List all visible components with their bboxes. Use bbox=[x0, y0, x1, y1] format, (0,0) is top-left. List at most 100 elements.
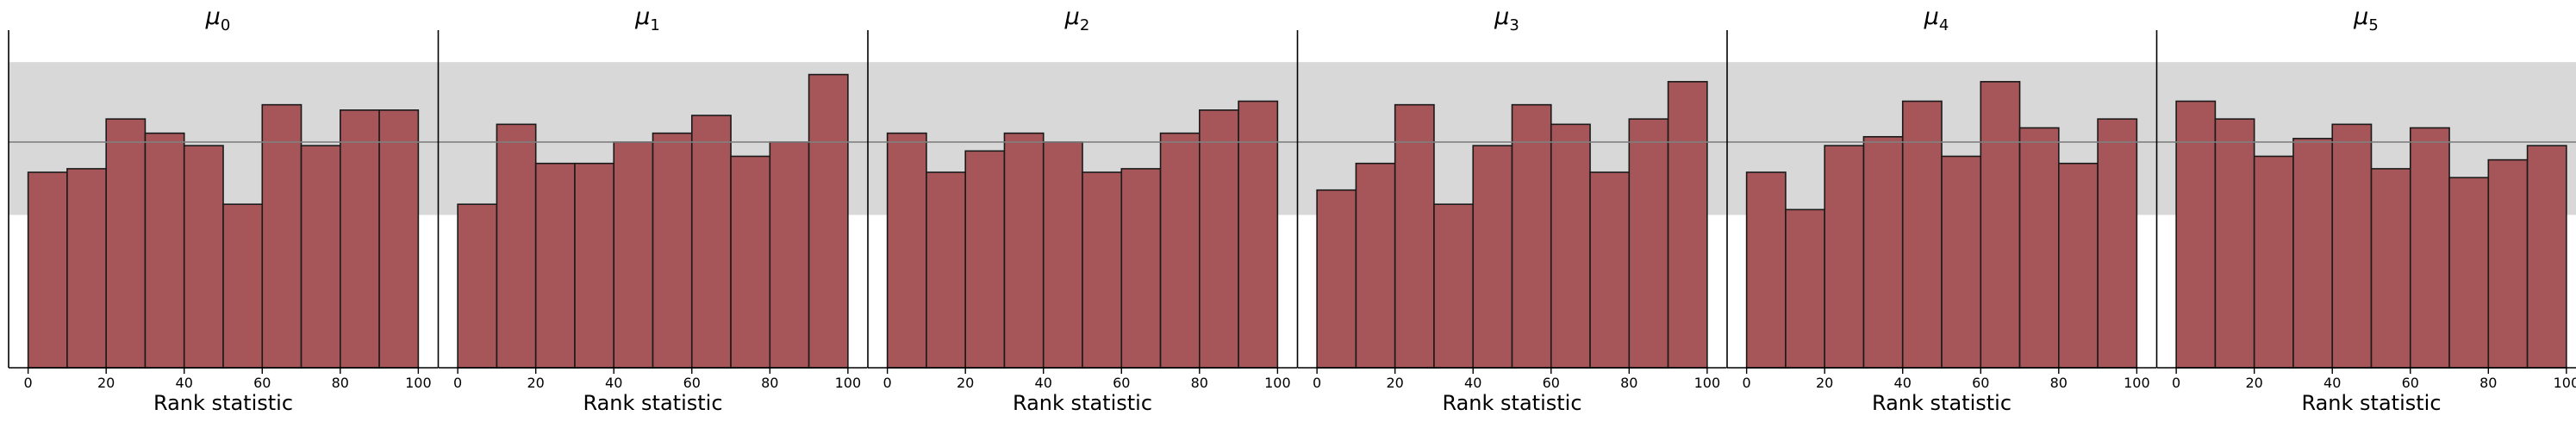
histogram-bar bbox=[1901, 100, 1943, 369]
histogram-bar bbox=[1550, 123, 1591, 369]
chart-title-subscript: 4 bbox=[1939, 16, 1949, 34]
x-axis-label: Rank statistic bbox=[1872, 391, 2012, 415]
x-tick-label: 20 bbox=[1816, 375, 1833, 391]
histogram-bar bbox=[2214, 118, 2255, 369]
x-axis-label: Rank statistic bbox=[583, 391, 722, 415]
histogram-bar bbox=[2526, 145, 2567, 369]
histogram-bar bbox=[1472, 145, 1513, 369]
histogram-bar bbox=[2097, 118, 2138, 369]
x-tick-label: 40 bbox=[605, 375, 622, 391]
x-tick-label: 20 bbox=[957, 375, 974, 391]
histogram-bar bbox=[2370, 168, 2411, 369]
histogram-bar bbox=[183, 145, 224, 369]
histogram-bar bbox=[769, 141, 810, 369]
x-axis-label: Rank statistic bbox=[1442, 391, 1581, 415]
histogram-bar bbox=[1316, 189, 1357, 369]
histogram-bar bbox=[613, 141, 654, 369]
x-tick-label: 60 bbox=[253, 375, 271, 391]
x-tick-label: 40 bbox=[2323, 375, 2341, 391]
x-tick-label: 40 bbox=[176, 375, 193, 391]
chart-title-symbol: μ bbox=[2353, 3, 2368, 30]
chart-title: μ1 bbox=[634, 3, 660, 34]
x-tick-label: 0 bbox=[1743, 375, 1751, 391]
histogram-bar bbox=[1628, 118, 1669, 369]
histogram-bar bbox=[1980, 81, 2021, 369]
histogram-bar bbox=[652, 132, 693, 369]
x-tick-label: 60 bbox=[2402, 375, 2419, 391]
x-tick-label: 0 bbox=[883, 375, 892, 391]
histogram-bar bbox=[1199, 109, 1239, 369]
x-axis-label: Rank statistic bbox=[153, 391, 293, 415]
histogram-bar bbox=[964, 150, 1006, 369]
histogram-bar bbox=[222, 203, 264, 369]
x-tick-label: 60 bbox=[1113, 375, 1130, 391]
histogram-bar bbox=[1511, 103, 1552, 369]
histogram-bar bbox=[730, 155, 771, 369]
histogram-bar bbox=[2018, 127, 2060, 369]
chart-title: μ2 bbox=[1064, 3, 1090, 34]
x-tick-label: 40 bbox=[1894, 375, 1912, 391]
histogram-bar bbox=[340, 109, 380, 369]
histogram-bar bbox=[144, 132, 185, 369]
x-tick-label: 80 bbox=[2050, 375, 2068, 391]
x-axis-label: Rank statistic bbox=[2301, 391, 2441, 415]
histogram-bar bbox=[1042, 141, 1083, 369]
histogram-bar bbox=[457, 203, 498, 369]
histogram-bar bbox=[1667, 81, 1708, 369]
histogram-bar bbox=[2175, 100, 2217, 369]
chart-title-symbol: μ bbox=[1494, 3, 1509, 30]
histogram-bar bbox=[1159, 132, 1201, 369]
x-tick-label: 80 bbox=[2479, 375, 2497, 391]
x-tick-label: 100 bbox=[835, 375, 862, 391]
histogram-bar bbox=[66, 168, 107, 369]
histogram-bar bbox=[1120, 168, 1162, 369]
chart-panel-3: 0 20 40 60 80 100 Rank statistic μ3 bbox=[1296, 3, 1727, 415]
chart-title-subscript: 2 bbox=[1080, 16, 1089, 34]
histogram-bar bbox=[27, 171, 68, 369]
histogram-bar bbox=[2487, 158, 2529, 369]
histogram-bar bbox=[1355, 162, 1396, 369]
histogram-bar bbox=[2292, 138, 2334, 369]
histogram-bar bbox=[1589, 171, 1631, 369]
histogram-bar bbox=[926, 171, 966, 369]
x-tick-label: 60 bbox=[1543, 375, 1560, 391]
chart-panel-1: 0 20 40 60 80 100 Rank statistic μ1 bbox=[437, 3, 868, 415]
x-tick-label: 80 bbox=[1191, 375, 1208, 391]
histogram-bar bbox=[1003, 132, 1045, 369]
histogram-bar bbox=[300, 145, 341, 369]
histogram-bar bbox=[2448, 177, 2490, 369]
histogram-bar bbox=[261, 103, 303, 369]
chart-title-subscript: 5 bbox=[2368, 16, 2378, 34]
histogram-bar bbox=[1862, 135, 1904, 369]
x-tick-label: 100 bbox=[2124, 375, 2150, 391]
histogram-bar bbox=[534, 162, 576, 369]
x-tick-label: 40 bbox=[1035, 375, 1052, 391]
x-tick-label: 20 bbox=[97, 375, 115, 391]
x-tick-label: 20 bbox=[2246, 375, 2263, 391]
histogram-bar bbox=[886, 132, 927, 369]
x-tick-label: 0 bbox=[24, 375, 33, 391]
x-tick-label: 80 bbox=[1620, 375, 1637, 391]
chart-panel-4: 0 20 40 60 80 100 Rank statistic μ4 bbox=[1726, 3, 2156, 415]
x-tick-label: 20 bbox=[527, 375, 545, 391]
x-axis-label: Rank statistic bbox=[1013, 391, 1152, 415]
chart-title-subscript: 1 bbox=[650, 16, 659, 34]
chart-title-subscript: 3 bbox=[1509, 16, 1519, 34]
chart-title-symbol: μ bbox=[1064, 3, 1080, 30]
histogram-bar bbox=[1785, 208, 1825, 369]
histogram-bar bbox=[1394, 103, 1435, 369]
x-tick-label: 0 bbox=[1313, 375, 1321, 391]
x-tick-label: 20 bbox=[1387, 375, 1404, 391]
histogram-bar bbox=[808, 73, 849, 369]
x-tick-label: 0 bbox=[453, 375, 462, 391]
histogram-bar bbox=[105, 118, 147, 369]
histogram-bar bbox=[1941, 155, 1982, 369]
chart-panel-5: 0 20 40 60 80 100 Rank statistic μ5 bbox=[2155, 3, 2576, 415]
chart-title: μ3 bbox=[1494, 3, 1519, 34]
x-tick-label: 100 bbox=[405, 375, 432, 391]
histogram-bar bbox=[1238, 100, 1279, 369]
x-tick-label: 60 bbox=[1972, 375, 1989, 391]
chart-title-symbol: μ bbox=[634, 3, 650, 30]
